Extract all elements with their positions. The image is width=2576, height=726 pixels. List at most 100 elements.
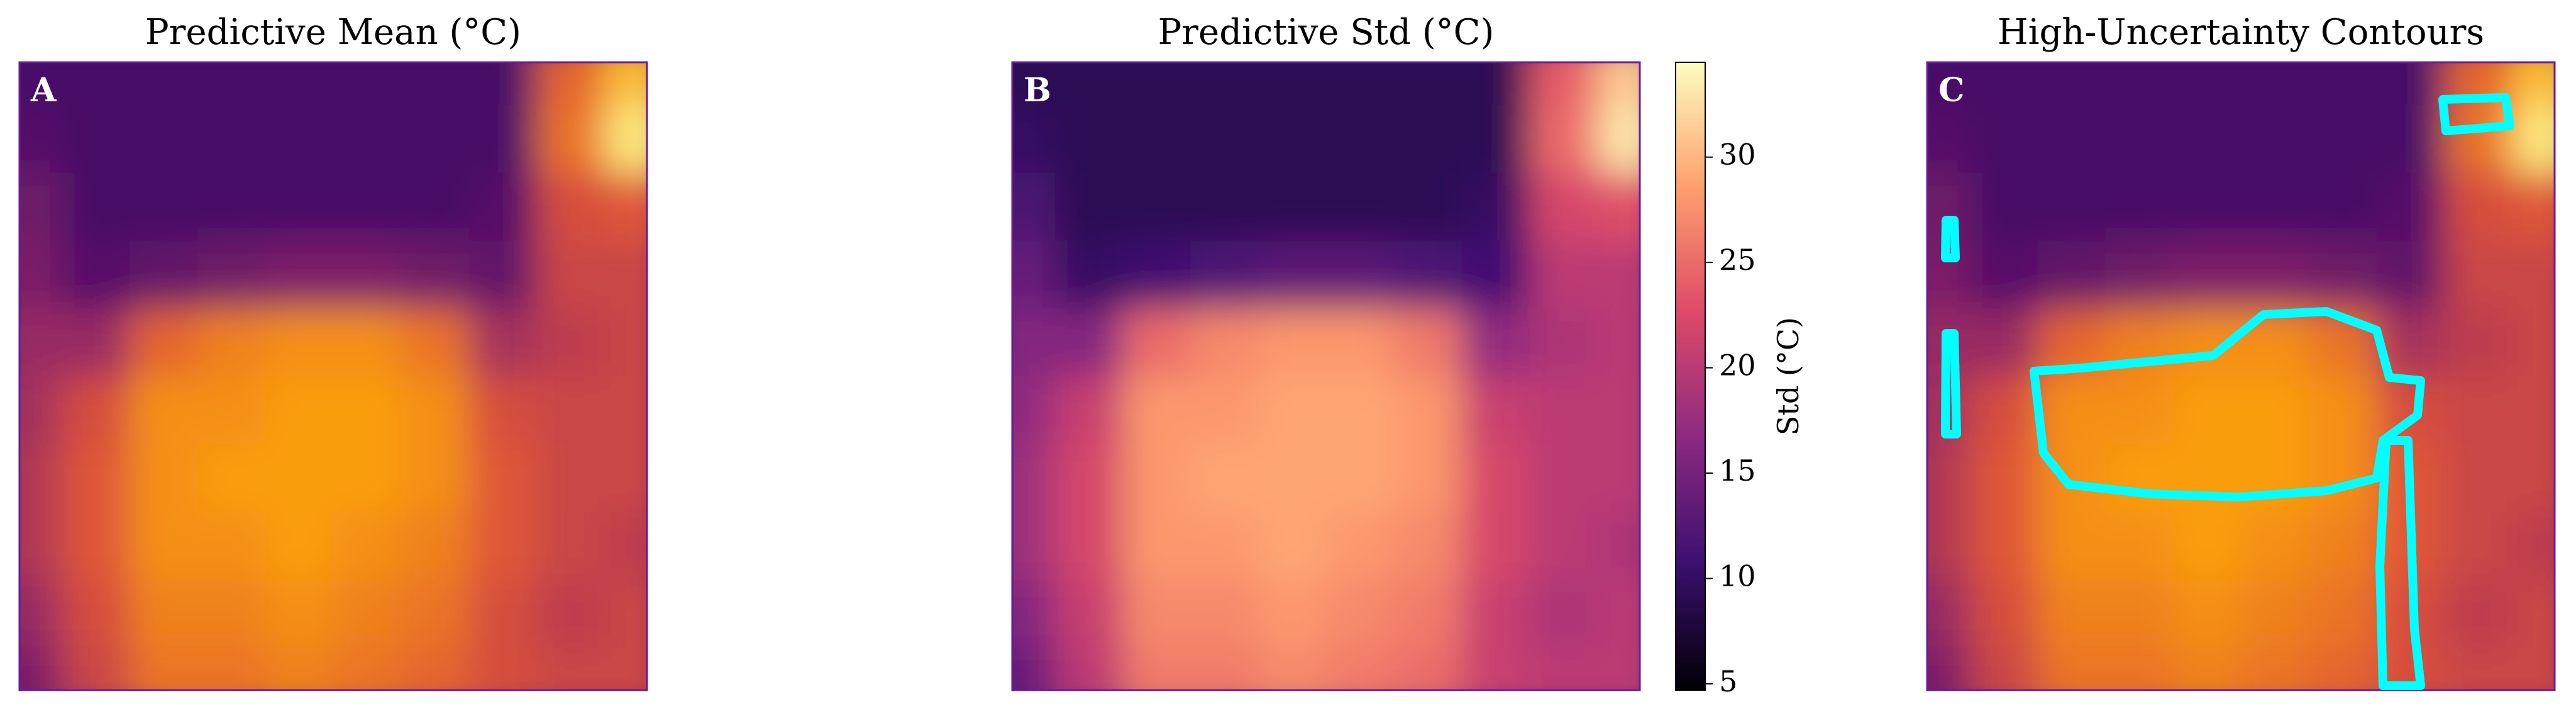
- heatmap-cell: [1054, 647, 1124, 690]
- heatmap-cell: [333, 62, 402, 106]
- heatmap-cell: [1969, 308, 2038, 377]
- heatmap-cell: [401, 308, 470, 377]
- heatmap-cell: [2037, 579, 2106, 649]
- heatmap-cell: [1597, 172, 1640, 242]
- heatmap-cell: [1461, 647, 1530, 690]
- heatmap-cell: [1326, 376, 1395, 445]
- heatmap-cell: [1927, 308, 1971, 377]
- heatmap-cell: [401, 511, 470, 581]
- heatmap-cell: [1326, 172, 1395, 242]
- heatmap-cell: [1326, 240, 1395, 310]
- heatmap-cell: [1326, 104, 1395, 174]
- colorbar-tick-label: 30: [1719, 138, 1756, 172]
- heatmap-cell: [2037, 62, 2106, 106]
- heatmap-cell: [1012, 579, 1056, 649]
- heatmap-cell: [265, 376, 334, 445]
- heatmap-cell: [2241, 172, 2309, 242]
- heatmap-cell: [197, 579, 267, 649]
- heatmap-cell: [1258, 172, 1327, 242]
- heatmap-cell: [2173, 647, 2242, 690]
- heatmap-cell: [604, 376, 647, 445]
- heatmap-cell: [1393, 308, 1462, 377]
- heatmap-cell: [1393, 240, 1462, 310]
- heatmap-cell: [1969, 62, 2038, 106]
- heatmap-cell: [62, 376, 131, 445]
- heatmap-cell: [2173, 579, 2242, 649]
- heatmap-cell: [130, 308, 199, 377]
- heatmap-cell: [130, 172, 199, 242]
- heatmap-cell: [1054, 62, 1124, 106]
- heatmap-cell: [2512, 647, 2555, 690]
- heatmap-cell: [1393, 511, 1462, 581]
- heatmap-cell: [130, 104, 199, 174]
- heatmap-cell: [2308, 647, 2377, 690]
- heatmap-cell: [536, 376, 605, 445]
- heatmap-cell: [333, 172, 402, 242]
- heatmap-cell: [1190, 62, 1259, 106]
- heatmap-cell: [1969, 376, 2038, 445]
- panel-label: A: [30, 71, 57, 109]
- heatmap-cell: [401, 579, 470, 649]
- heatmap-cell: [2444, 376, 2513, 445]
- heatmap-cell: [1529, 376, 1598, 445]
- heatmap-cell: [1393, 376, 1462, 445]
- heatmap-cell: [1012, 172, 1056, 242]
- heatmap-cell: [2173, 172, 2242, 242]
- heatmap-cell: [468, 511, 538, 581]
- heatmap-cell: [2241, 104, 2309, 174]
- heatmap-cell: [2512, 172, 2555, 242]
- heatmap-cells: [19, 62, 647, 690]
- heatmap-cell: [1529, 511, 1598, 581]
- heatmap-cell: [197, 376, 267, 445]
- heatmap-cell: [1529, 172, 1598, 242]
- heatmap-cell: [2241, 579, 2309, 649]
- heatmap-cell: [1012, 104, 1056, 174]
- heatmap-cell: [19, 511, 63, 581]
- heatmap-cell: [19, 104, 63, 174]
- heatmap-cell: [1597, 647, 1640, 690]
- heatmap-cell: [2512, 376, 2555, 445]
- heatmap-cell: [19, 240, 63, 310]
- heatmap-cell: [604, 647, 647, 690]
- heatmap-cell: [1529, 647, 1598, 690]
- heatmap-cell: [197, 511, 267, 581]
- panel-title: Predictive Mean (°C): [145, 12, 521, 53]
- heatmap-cell: [2037, 240, 2106, 310]
- heatmap-cell: [604, 444, 647, 513]
- heatmap-cell: [2444, 647, 2513, 690]
- heatmap-cell: [1927, 444, 1971, 513]
- heatmap-cell: [2308, 511, 2377, 581]
- heatmap-cell: [2512, 104, 2555, 174]
- heatmap-cell: [536, 240, 605, 310]
- heatmap-cell: [62, 240, 131, 310]
- heatmap-cell: [1258, 376, 1327, 445]
- heatmap-cell: [2241, 376, 2309, 445]
- heatmap-cell: [333, 104, 402, 174]
- heatmap-cell: [1258, 62, 1327, 106]
- heatmap-cell: [2444, 104, 2513, 174]
- heatmap-cell: [401, 647, 470, 690]
- heatmap-cell: [1326, 647, 1395, 690]
- heatmap-cell: [197, 444, 267, 513]
- heatmap-cell: [536, 647, 605, 690]
- heatmap-cell: [401, 172, 470, 242]
- heatmap-cell: [19, 647, 63, 690]
- heatmap-cell: [333, 240, 402, 310]
- heatmap-cell: [468, 376, 538, 445]
- colorbar-tick-label: 5: [1719, 664, 1737, 698]
- heatmap-cell: [2512, 511, 2555, 581]
- heatmap-cell: [2444, 308, 2513, 377]
- heatmap-cell: [1461, 104, 1530, 174]
- heatmap-cell: [2444, 511, 2513, 581]
- heatmap-cell: [62, 579, 131, 649]
- contour: [1941, 329, 1961, 438]
- heatmap-cell: [1393, 172, 1462, 242]
- heatmap-cell: [1969, 579, 2038, 649]
- heatmap-cell: [1529, 104, 1598, 174]
- heatmap-cell: [1597, 511, 1640, 581]
- heatmap-cell: [1393, 62, 1462, 106]
- heatmap-cell: [265, 511, 334, 581]
- heatmap-cell: [1122, 647, 1191, 690]
- heatmap-cell: [604, 62, 647, 106]
- heatmap-cell: [130, 511, 199, 581]
